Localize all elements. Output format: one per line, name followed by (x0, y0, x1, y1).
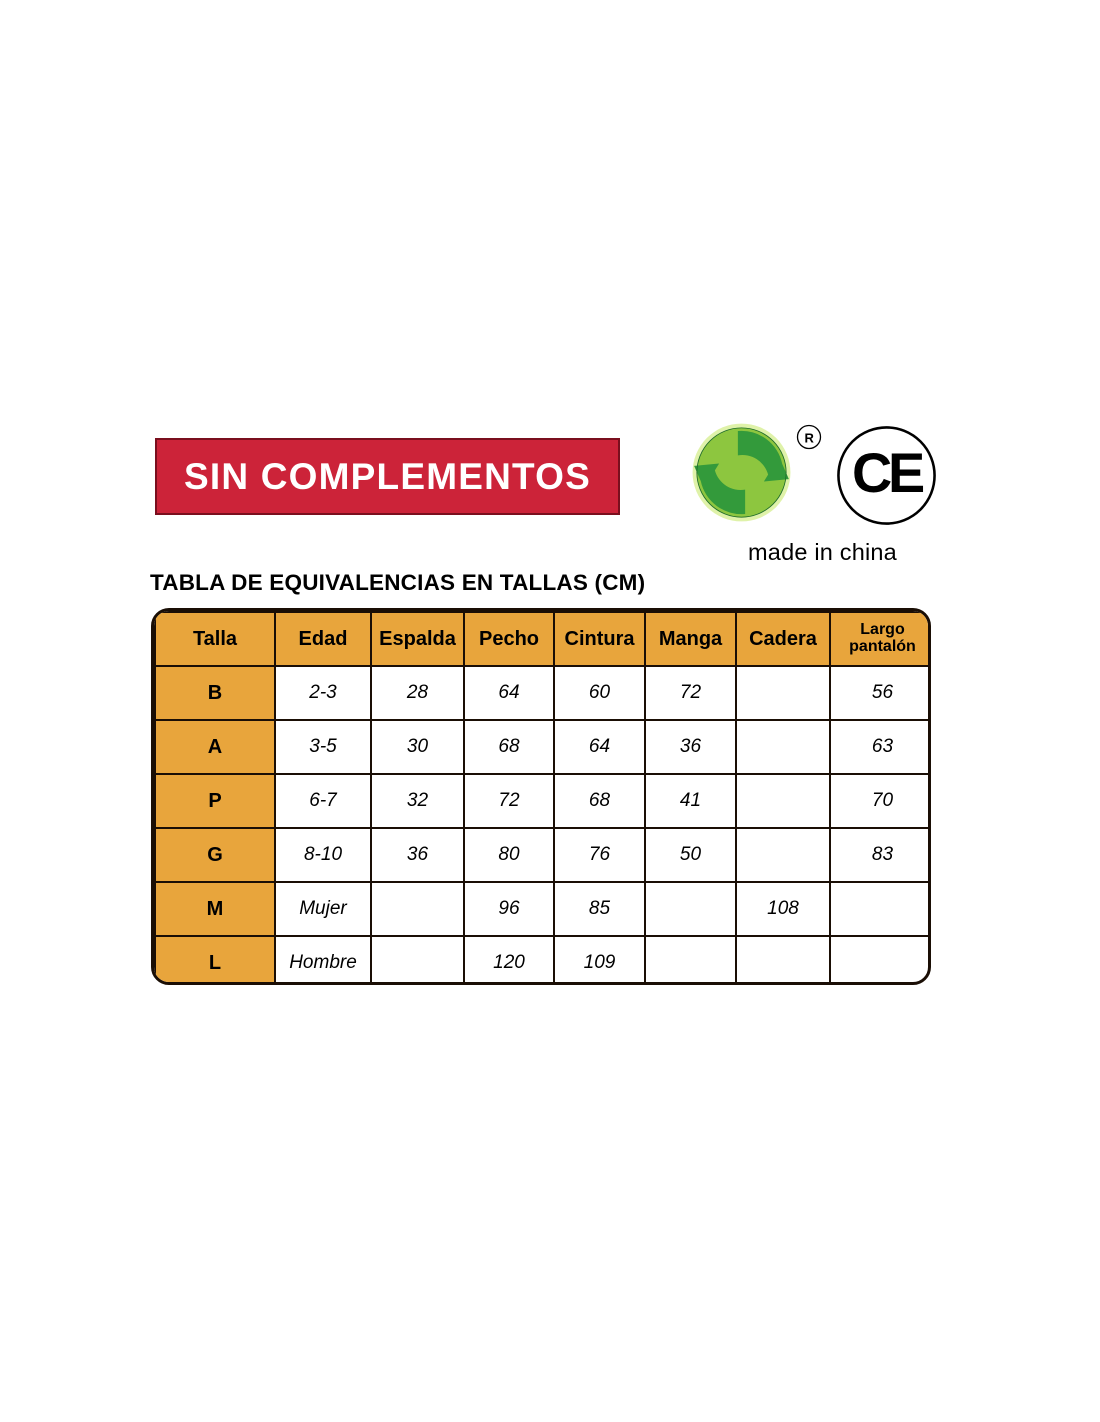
svg-text:CE: CE (852, 441, 924, 504)
svg-text:R: R (805, 430, 815, 445)
